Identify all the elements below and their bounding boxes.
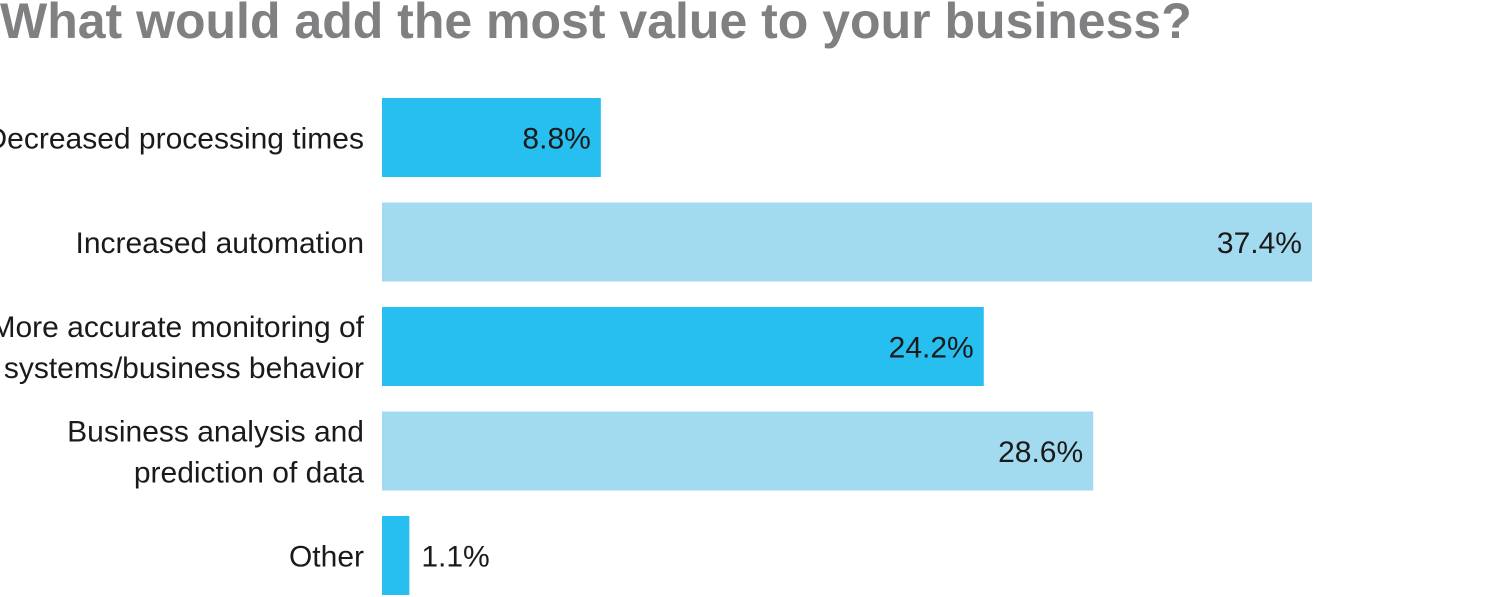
bar	[382, 411, 1094, 491]
bar	[382, 98, 601, 177]
category-label: More accurate monitoring of	[0, 311, 365, 344]
bar	[382, 516, 410, 595]
value-label: 1.1%	[421, 541, 489, 574]
category-label: Decreased processing times	[0, 123, 364, 156]
category-label: Business analysis and	[67, 416, 364, 449]
value-label: 24.2%	[889, 332, 974, 365]
bar	[382, 202, 1312, 282]
value-label: 8.8%	[522, 123, 590, 156]
bar	[382, 307, 984, 386]
category-label: systems/business behavior	[4, 352, 364, 385]
value-label: 28.6%	[998, 436, 1083, 469]
chart-title: What would add the most value to your bu…	[0, 0, 1192, 49]
category-label: Other	[289, 541, 364, 574]
bars-group: 8.8% Decreased processing times 37.4% Incre…	[0, 98, 1312, 595]
category-label: prediction of data	[134, 457, 364, 490]
value-label: 37.4%	[1217, 227, 1302, 260]
category-label: Increased automation	[75, 227, 364, 260]
